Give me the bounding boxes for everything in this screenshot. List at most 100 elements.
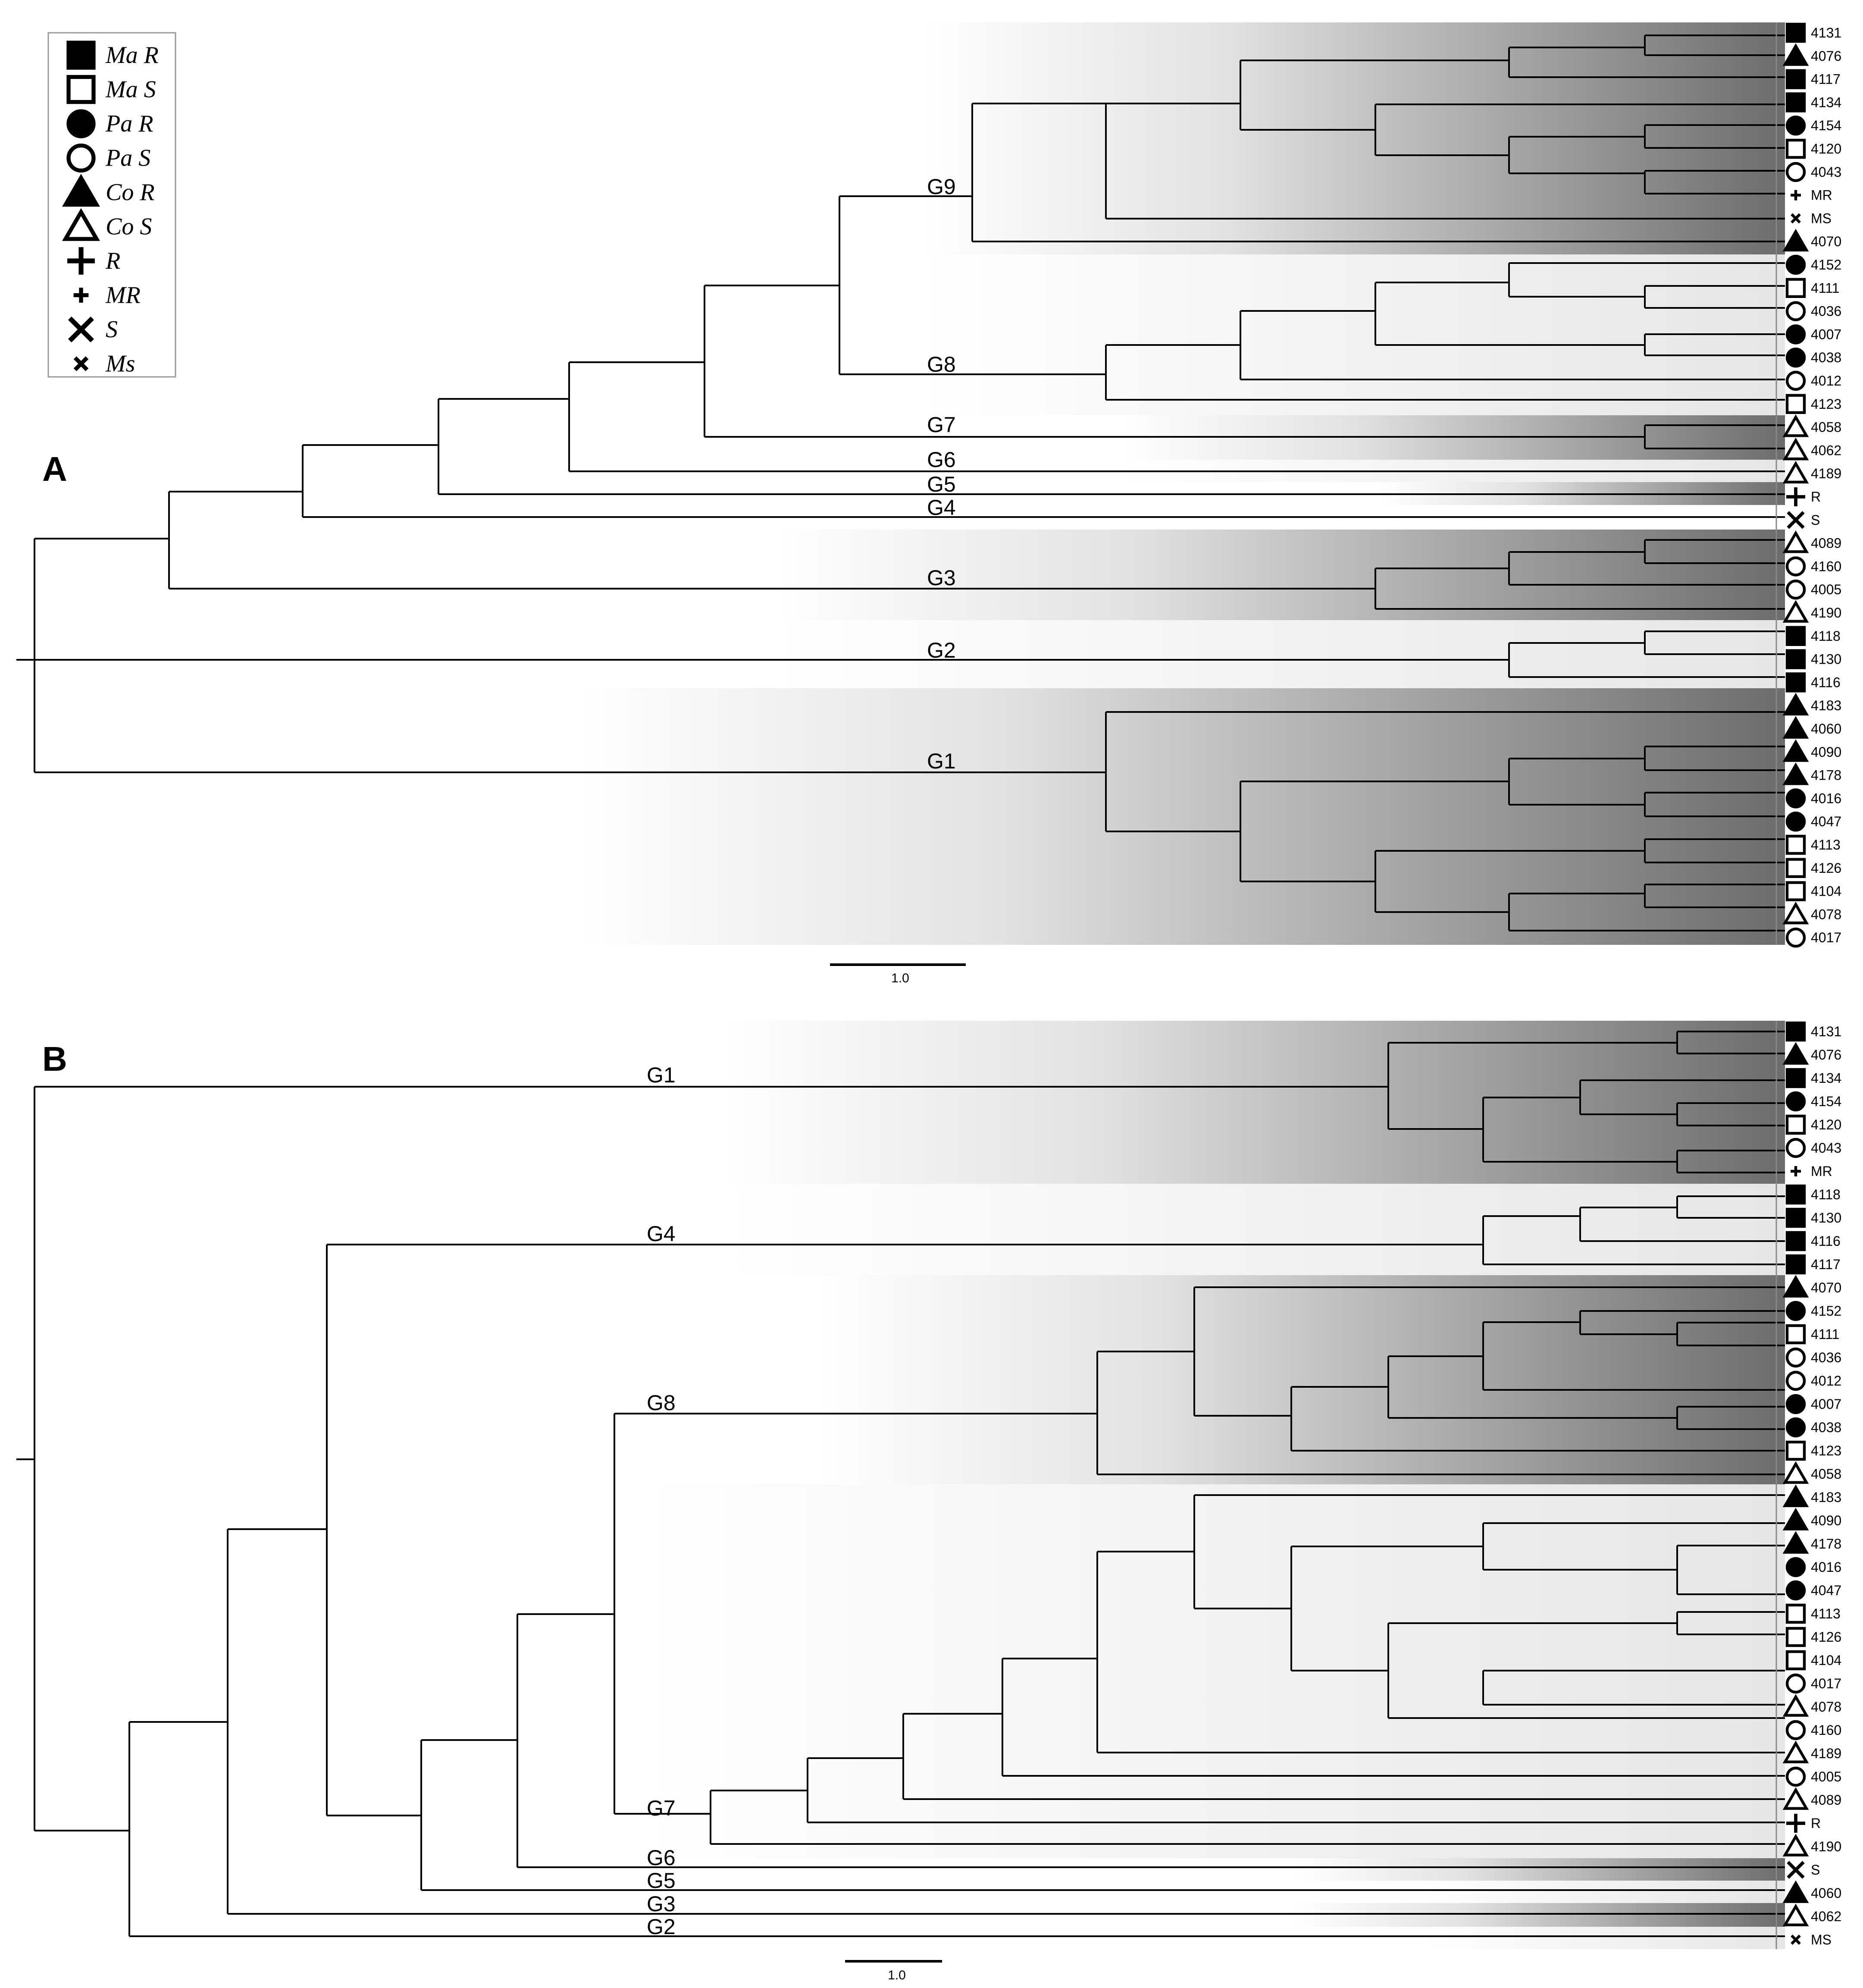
- leaf: 4152: [1785, 254, 1841, 275]
- leaf-label: 4062: [1811, 1909, 1841, 1924]
- leaf-label: 4060: [1811, 721, 1841, 737]
- group-label: G2: [647, 1915, 676, 1939]
- leaf: 4178: [1782, 762, 1841, 785]
- leaf-label: R: [1811, 1816, 1821, 1831]
- leaf-label: 4012: [1811, 373, 1841, 389]
- leaf: 4043: [1785, 1138, 1841, 1158]
- leaf: R: [1786, 1814, 1821, 1833]
- square-filled-icon: [1785, 626, 1806, 646]
- leaf: 4076: [1782, 1042, 1841, 1065]
- leaf: 4070: [1782, 229, 1841, 252]
- group-label: G5: [647, 1869, 676, 1893]
- triangle-open-icon: [1782, 414, 1809, 437]
- leaf-label: 4017: [1811, 1676, 1841, 1691]
- legend-item: Pa S: [66, 143, 150, 173]
- leaf: MR: [1791, 188, 1832, 203]
- leaf: 4090: [1782, 1508, 1841, 1530]
- leaf-label: 4118: [1811, 628, 1841, 644]
- leaf-label: 4189: [1811, 1746, 1841, 1761]
- leaf: 4131: [1785, 22, 1841, 43]
- legend-label: Ma S: [105, 76, 156, 103]
- leaf: 4078: [1782, 901, 1841, 925]
- leaf-label: 4190: [1811, 605, 1841, 621]
- leaf: 4113: [1785, 834, 1841, 855]
- leaf-label: 4160: [1811, 558, 1841, 574]
- circle-filled-icon: [66, 109, 96, 138]
- leaf-label: 4012: [1811, 1373, 1841, 1389]
- leaf: 4007: [1785, 324, 1841, 345]
- leaf: 4123: [1785, 1440, 1841, 1461]
- leaf-label: 4007: [1811, 1396, 1841, 1412]
- group-label: G4: [647, 1222, 676, 1246]
- leaf: 4070: [1782, 1275, 1841, 1298]
- plus-large-icon: [1786, 487, 1805, 506]
- group-label: G3: [927, 566, 956, 590]
- triangle-open-icon: [1782, 461, 1809, 484]
- leaf-label: 4058: [1811, 420, 1841, 435]
- leaf-label: 4090: [1811, 1513, 1841, 1528]
- plus-small-icon: [73, 288, 89, 303]
- panel-a-leaves: 4131 4076 4117 4134 4154 4120 4043 MR MS 4070 4152…: [1782, 22, 1841, 948]
- leaf: 4113: [1785, 1603, 1841, 1624]
- group-label: G4: [927, 495, 956, 520]
- square-filled-icon: [1785, 1231, 1806, 1251]
- square-filled-icon: [1785, 1184, 1806, 1205]
- plus-small-icon: [1791, 190, 1801, 201]
- group-label: G3: [647, 1892, 676, 1916]
- square-open-icon: [1785, 278, 1806, 298]
- leaf: 4183: [1782, 693, 1841, 716]
- leaf-label: 4017: [1811, 930, 1841, 945]
- x-large-icon: [1787, 1861, 1805, 1879]
- legend-label: Pa R: [105, 110, 153, 137]
- triangle-open-icon: [1782, 1740, 1809, 1763]
- circle-open-icon: [1785, 579, 1806, 600]
- leaf: 4104: [1785, 881, 1841, 901]
- circle-filled-icon: [1785, 1417, 1806, 1438]
- triangle-filled-icon: [1782, 739, 1809, 762]
- leaf: S: [1787, 511, 1820, 529]
- circle-open-icon: [1785, 1138, 1806, 1158]
- leaf-label: 4089: [1811, 1792, 1841, 1808]
- leaf: 4160: [1785, 1720, 1841, 1740]
- leaf: 4126: [1785, 1627, 1841, 1647]
- leaf: 4012: [1785, 370, 1841, 391]
- square-open-icon: [1785, 1440, 1806, 1461]
- triangle-filled-icon: [1782, 1484, 1809, 1507]
- band-b-g1: [724, 1021, 1785, 1184]
- panel-a-tree: [16, 34, 1785, 931]
- legend-label: Co R: [106, 179, 155, 206]
- panel-a-bands: [578, 22, 1785, 945]
- leaf-label: 4126: [1811, 860, 1841, 876]
- leaf-label: 4178: [1811, 1536, 1841, 1552]
- triangle-filled-icon: [1782, 1508, 1809, 1530]
- leaf: 4005: [1785, 579, 1841, 600]
- group-label: G7: [927, 413, 956, 437]
- circle-filled-icon: [1785, 116, 1806, 136]
- band-g8: [923, 254, 1785, 415]
- square-open-icon: [1785, 394, 1806, 414]
- plus-large-icon: [1786, 1814, 1805, 1833]
- leaf: 4111: [1785, 1324, 1839, 1345]
- leaf-label: 4076: [1811, 1047, 1841, 1063]
- panel-b-leaves: 4131 4076 4134 4154 4120 4043 MR 4118 4130 4116 41…: [1782, 1021, 1841, 1947]
- leaf: 4152: [1785, 1301, 1841, 1321]
- circle-filled-icon: [1785, 1091, 1806, 1112]
- leaf-label: 4123: [1811, 396, 1841, 412]
- leaf-label: 4089: [1811, 536, 1841, 551]
- leaf: 4183: [1782, 1484, 1841, 1507]
- triangle-open-icon: [1782, 600, 1809, 623]
- band-g9: [923, 22, 1785, 254]
- circle-filled-icon: [1785, 811, 1806, 832]
- circle-filled-icon: [1785, 1580, 1806, 1601]
- legend-item: Ms: [73, 351, 135, 377]
- circle-filled-icon: [1785, 1394, 1806, 1414]
- triangle-filled-icon: [1782, 716, 1809, 739]
- square-filled-icon: [1785, 1068, 1806, 1088]
- legend: Ma R Ma S Pa R Pa S Co R Co S R MR S Ms: [47, 32, 176, 378]
- leaf: 4062: [1782, 437, 1841, 461]
- leaf: S: [1787, 1861, 1820, 1879]
- leaf: 4017: [1785, 1673, 1841, 1694]
- square-open-icon: [66, 75, 96, 104]
- triangle-filled-icon: [1782, 1531, 1809, 1554]
